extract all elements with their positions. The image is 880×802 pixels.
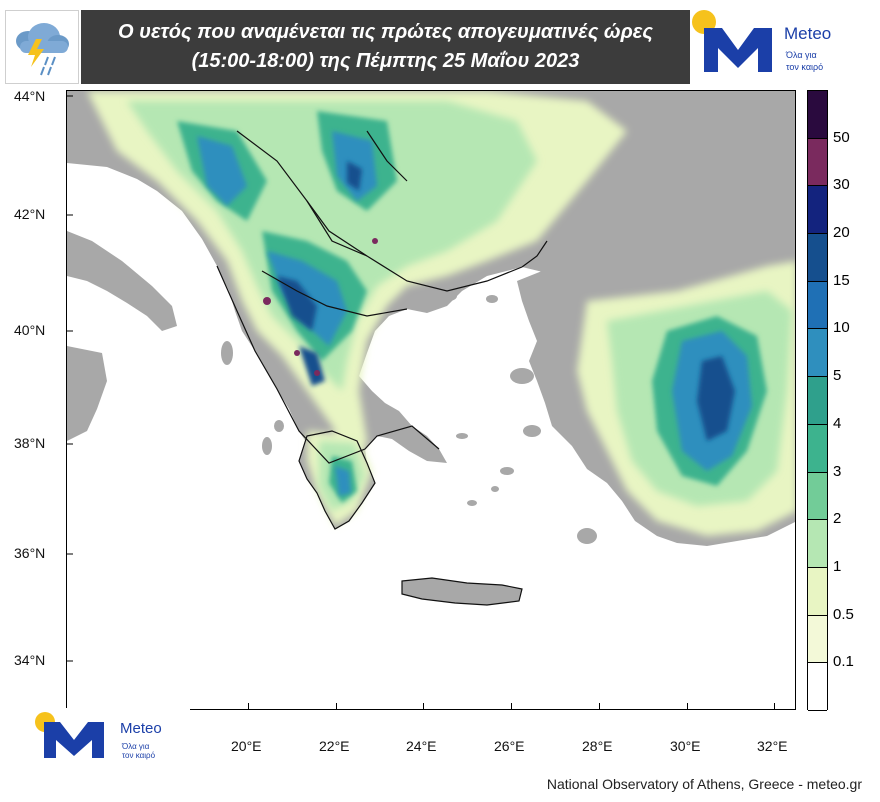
title-line-2: (15:00-18:00) της Πέμπτης 25 Μαΐου 2023: [191, 50, 580, 72]
lon-tick: [248, 703, 249, 710]
lon-tick: [599, 703, 600, 710]
brand-name: Meteo: [784, 24, 832, 43]
lat-label-42: 42°N: [14, 206, 46, 222]
brand-tagline-bottom-1: Όλα για: [122, 742, 150, 751]
meteo-logo-bottom: Meteo Όλα για τον καιρό: [30, 708, 190, 768]
lat-label-40: 40°N: [14, 322, 46, 338]
lat-label-34: 34°N: [14, 652, 46, 668]
colorbar-segment: [808, 663, 827, 711]
title-line-1: Ο υετός που αναμένεται τις πρώτες απογευ…: [118, 21, 653, 43]
colorbar-segment: [808, 377, 827, 425]
lon-tick: [774, 703, 775, 710]
colorbar-level-label: 0.1: [833, 653, 854, 671]
colorbar-level-label: 2: [833, 510, 842, 528]
lon-label-24: 24°E: [406, 738, 437, 754]
lon-tick: [336, 703, 337, 710]
borders: [216, 130, 548, 606]
meteo-m-icon: [44, 722, 104, 758]
colorbar-level-label: 15: [833, 271, 850, 289]
colorbar-segment: [808, 234, 827, 282]
lon-label-22: 22°E: [319, 738, 350, 754]
colorbar-level-label: 3: [833, 462, 842, 480]
lon-label-20: 20°E: [231, 738, 262, 754]
colorbar-segment: [808, 567, 827, 616]
meteo-logo-top: Meteo Όλα για τον καιρό: [692, 10, 862, 84]
lat-label-44: 44°N: [14, 88, 46, 104]
colorbar-segment: [808, 91, 827, 139]
lon-tick: [423, 703, 424, 710]
footer-credit: National Observatory of Athens, Greece -…: [546, 776, 862, 792]
colorbar-level-label: 1: [833, 557, 842, 575]
colorbar-segment: [808, 281, 827, 330]
precip-15: [277, 161, 735, 441]
precip-50: [263, 238, 378, 376]
colorbar-segment: [808, 424, 827, 473]
precipitation-map: [66, 90, 796, 710]
colorbar-segment: [808, 472, 827, 521]
colorbar-segment: [808, 138, 827, 187]
brand-tagline-2: τον καιρό: [786, 62, 824, 72]
lat-label-38: 38°N: [14, 435, 46, 451]
colorbar-level-label: 5: [833, 367, 842, 385]
weather-icon-box: [5, 10, 79, 84]
map-canvas: [67, 91, 795, 662]
lon-label-32: 32°E: [757, 738, 788, 754]
lon-tick: [687, 703, 688, 710]
colorbar-level-label: 4: [833, 414, 842, 432]
colorbar-level-label: 30: [833, 176, 850, 194]
precipitation-colorbar: [807, 90, 828, 711]
lon-label-26: 26°E: [494, 738, 525, 754]
brand-name-bottom: Meteo: [120, 720, 162, 737]
colorbar-segment: [808, 329, 827, 378]
lon-label-30: 30°E: [670, 738, 701, 754]
colorbar-segment: [808, 615, 827, 664]
colorbar-level-label: 10: [833, 319, 850, 337]
colorbar-level-label: 0.5: [833, 605, 854, 623]
inner-ticks: [67, 95, 73, 662]
lon-label-28: 28°E: [582, 738, 613, 754]
colorbar-segment: [808, 520, 827, 568]
lat-label-36: 36°N: [14, 545, 46, 561]
colorbar-segment: [808, 186, 827, 235]
lon-tick: [511, 703, 512, 710]
rain-thunder-cloud-icon: [16, 23, 69, 76]
colorbar-level-label: 50: [833, 128, 850, 146]
forecast-title-banner: Ο υετός που αναμένεται τις πρώτες απογευ…: [81, 10, 690, 84]
brand-tagline-bottom-2: τον καιρό: [122, 751, 156, 760]
brand-tagline-1: Όλα για: [786, 50, 817, 60]
colorbar-level-label: 20: [833, 224, 850, 242]
meteo-m-icon: [704, 28, 772, 72]
